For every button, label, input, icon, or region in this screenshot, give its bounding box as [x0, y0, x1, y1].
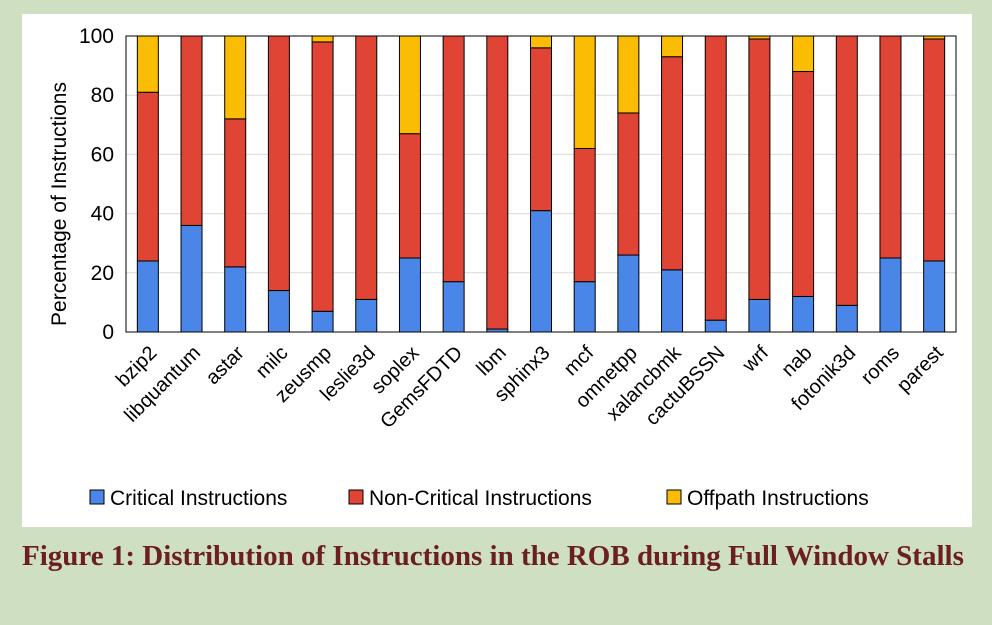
bar-segment-non-critical	[792, 71, 815, 297]
bar-segment-non-critical	[180, 35, 203, 226]
y-tick-label: 60	[91, 143, 114, 166]
y-tick-label: 100	[79, 25, 114, 48]
legend-label: Non-Critical Instructions	[369, 487, 592, 510]
legend-swatch	[348, 489, 364, 505]
bar-segment-offpath	[224, 35, 247, 120]
bar-segment-non-critical	[573, 147, 596, 283]
bar-segment-non-critical	[530, 47, 552, 212]
bar-segment-critical	[180, 224, 203, 333]
bar-segment-critical	[573, 281, 596, 333]
legend-item: Offpath Instructions	[666, 487, 869, 510]
bar-segment-non-critical	[355, 35, 378, 300]
bar-segment-critical	[879, 257, 902, 333]
plot-frame	[125, 35, 957, 333]
bar-segment-non-critical	[486, 35, 509, 330]
bar-segment-offpath	[792, 35, 815, 73]
y-axis-title: Percentage of Instructions	[48, 82, 71, 326]
bar-segment-non-critical	[923, 38, 946, 262]
bar-segment-non-critical	[442, 35, 465, 283]
y-tick-labels: 0 20 40 60 80 100	[79, 25, 114, 344]
bar-segment-non-critical	[661, 56, 684, 271]
bar-segment-non-critical	[835, 35, 858, 306]
bar-segment-non-critical	[267, 35, 290, 292]
x-tick-label: wrf	[738, 342, 773, 377]
legend-item: Critical Instructions	[89, 487, 287, 510]
bar-segment-offpath	[398, 35, 421, 135]
bar-segment-critical	[617, 254, 640, 333]
legend-item: Non-Critical Instructions	[348, 487, 592, 510]
y-tick-label: 0	[102, 321, 114, 344]
y-tick-label: 20	[91, 262, 114, 285]
bar-segment-critical	[748, 298, 771, 333]
legend: Critical Instructions Non-Critical Instru…	[89, 487, 869, 510]
bar-segment-offpath	[530, 35, 552, 49]
bar-segment-critical	[792, 295, 815, 333]
bar-segment-critical	[661, 269, 684, 333]
bar-segment-non-critical	[879, 35, 902, 259]
bar-segment-critical	[835, 304, 858, 333]
bars	[136, 35, 946, 333]
y-tick-label: 80	[91, 84, 114, 107]
bar-segment-critical	[311, 310, 334, 333]
bar-segment-critical	[923, 260, 946, 333]
bar-segment-offpath	[136, 35, 159, 93]
bar-segment-critical	[224, 266, 247, 333]
bar-segment-offpath	[617, 35, 640, 114]
axes	[125, 35, 957, 333]
bar-segment-critical	[442, 281, 465, 333]
bar-segment-offpath	[661, 35, 684, 58]
bar-segment-critical	[398, 257, 421, 333]
bar-segment-non-critical	[224, 118, 247, 268]
x-tick-label: parest	[893, 342, 948, 397]
bar-segment-non-critical	[704, 35, 727, 321]
y-tick-label: 40	[91, 203, 114, 226]
chart-panel: 0 20 40 60 80 100 bzip2 libquantum astar milc zeu…	[22, 14, 972, 527]
bar-segment-non-critical	[617, 112, 640, 256]
bar-segment-non-critical	[311, 41, 334, 312]
legend-label: Offpath Instructions	[687, 487, 869, 510]
bar-segment-critical	[355, 298, 378, 333]
legend-swatch	[89, 489, 105, 505]
x-tick-label: astar	[202, 342, 249, 389]
legend-label: Critical Instructions	[110, 487, 287, 510]
figure-caption: Figure 1: Distribution of Instructions i…	[22, 540, 964, 572]
bar-segment-offpath	[573, 35, 596, 149]
bar-segment-critical	[704, 319, 727, 333]
legend-swatch	[666, 489, 682, 505]
bar-segment-non-critical	[136, 91, 159, 262]
bar-segment-non-critical	[748, 38, 771, 300]
bar-segment-offpath	[311, 35, 334, 43]
bar-segment-critical	[136, 260, 159, 333]
bar-segment-critical	[530, 210, 552, 333]
bar-segment-non-critical	[398, 133, 421, 259]
bar-segment-critical	[267, 290, 290, 333]
